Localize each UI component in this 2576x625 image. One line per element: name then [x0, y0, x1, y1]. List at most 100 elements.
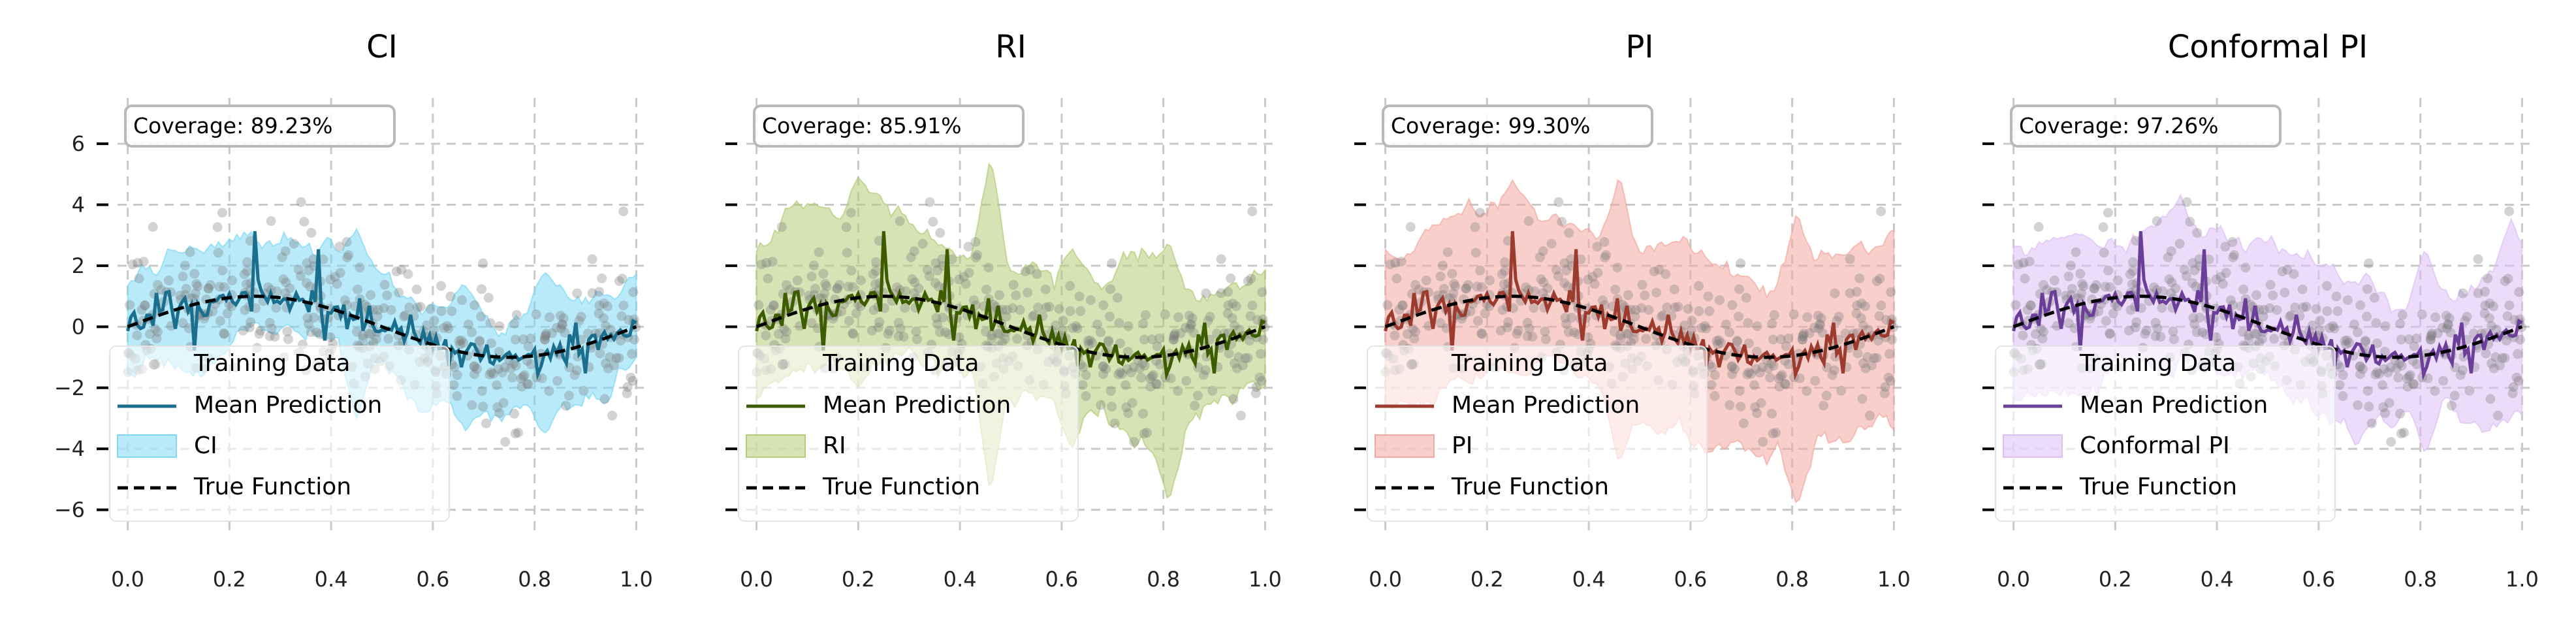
- data-point: [910, 277, 920, 287]
- data-point: [355, 263, 365, 273]
- data-point: [2075, 268, 2086, 279]
- data-point: [1773, 374, 1784, 384]
- data-point: [1437, 261, 1448, 271]
- data-point: [492, 380, 502, 391]
- data-point: [541, 329, 551, 339]
- data-point: [2189, 319, 2199, 329]
- data-point: [564, 391, 574, 401]
- data-point: [270, 332, 280, 342]
- data-point: [873, 322, 883, 332]
- data-point: [1830, 288, 1840, 298]
- data-point: [2329, 323, 2340, 334]
- data-point: [2166, 246, 2176, 257]
- data-point: [617, 274, 628, 284]
- data-point: [271, 302, 281, 313]
- data-point: [848, 329, 858, 339]
- data-point: [1480, 308, 1490, 319]
- data-point: [2384, 398, 2394, 408]
- data-point: [1081, 391, 1091, 401]
- data-point: [1198, 370, 1209, 380]
- data-point: [2338, 370, 2348, 380]
- data-point: [2100, 281, 2110, 292]
- data-point: [2364, 258, 2374, 268]
- data-point: [477, 386, 487, 396]
- data-point: [2355, 369, 2366, 379]
- data-point: [1725, 327, 1734, 338]
- data-point: [628, 376, 638, 386]
- data-point: [1630, 305, 1641, 315]
- data-point: [342, 237, 352, 247]
- data-point: [1749, 380, 1760, 391]
- data-point: [917, 238, 928, 249]
- data-point: [1240, 353, 1250, 363]
- data-point: [756, 259, 767, 270]
- data-point: [2334, 380, 2345, 391]
- data-point: [1223, 300, 1233, 311]
- data-point: [352, 327, 362, 337]
- data-point: [2265, 280, 2276, 290]
- data-point: [478, 258, 488, 268]
- plot-area: [1380, 179, 1899, 504]
- data-point: [1154, 333, 1164, 344]
- x-tick-label: 0.0: [1369, 567, 1402, 592]
- data-point: [599, 298, 609, 309]
- data-point: [1107, 258, 1117, 268]
- data-point: [2504, 300, 2515, 311]
- data-point: [1746, 369, 1756, 379]
- data-point: [2187, 278, 2198, 288]
- data-point: [2411, 333, 2421, 344]
- data-point: [618, 206, 629, 217]
- data-point: [280, 288, 291, 298]
- data-point: [2362, 312, 2372, 322]
- data-point: [1246, 274, 1256, 284]
- data-point: [1768, 334, 1778, 345]
- data-point: [278, 274, 289, 284]
- y-tick-label: 4: [72, 192, 85, 217]
- data-point: [1409, 334, 1420, 344]
- data-point: [2444, 313, 2455, 323]
- data-point: [2191, 327, 2202, 338]
- data-point: [2473, 288, 2483, 298]
- plot-area: [752, 162, 1270, 499]
- legend-marker-band: [1375, 434, 1435, 458]
- data-point: [557, 319, 567, 330]
- data-point: [2067, 283, 2077, 294]
- data-point: [556, 323, 566, 334]
- data-point: [1129, 437, 1139, 447]
- panel-title: CI: [366, 29, 398, 65]
- data-point: [576, 312, 586, 322]
- data-point: [277, 252, 287, 263]
- data-point: [622, 388, 632, 398]
- data-point: [1623, 290, 1633, 300]
- data-point: [1765, 372, 1775, 383]
- data-point: [2225, 295, 2236, 306]
- data-point: [2500, 353, 2510, 363]
- data-point: [1117, 369, 1127, 379]
- coverage-box-frame: [1382, 104, 1653, 148]
- data-point: [2076, 288, 2086, 298]
- data-point: [442, 321, 453, 331]
- data-point: [836, 306, 847, 317]
- x-tick-label: 0.4: [944, 567, 977, 592]
- data-point: [372, 312, 383, 322]
- data-point: [906, 252, 916, 263]
- data-point: [893, 317, 904, 328]
- data-point: [1002, 305, 1012, 315]
- data-point: [2091, 280, 2101, 290]
- data-point: [1880, 382, 1890, 393]
- data-point: [1732, 336, 1742, 346]
- data-point: [1134, 363, 1145, 374]
- data-point: [456, 335, 466, 345]
- x-tick-label: 0.4: [1572, 567, 1606, 592]
- data-point: [2130, 322, 2140, 332]
- data-point: [493, 364, 503, 374]
- data-point: [2402, 381, 2413, 392]
- legend-frame: [109, 345, 450, 522]
- data-point: [302, 258, 312, 268]
- true-function-line: [755, 295, 1266, 359]
- data-point: [2515, 334, 2525, 345]
- data-point: [808, 261, 819, 271]
- data-point: [1256, 376, 1267, 386]
- data-point: [2089, 283, 2099, 293]
- data-point: [1860, 301, 1870, 312]
